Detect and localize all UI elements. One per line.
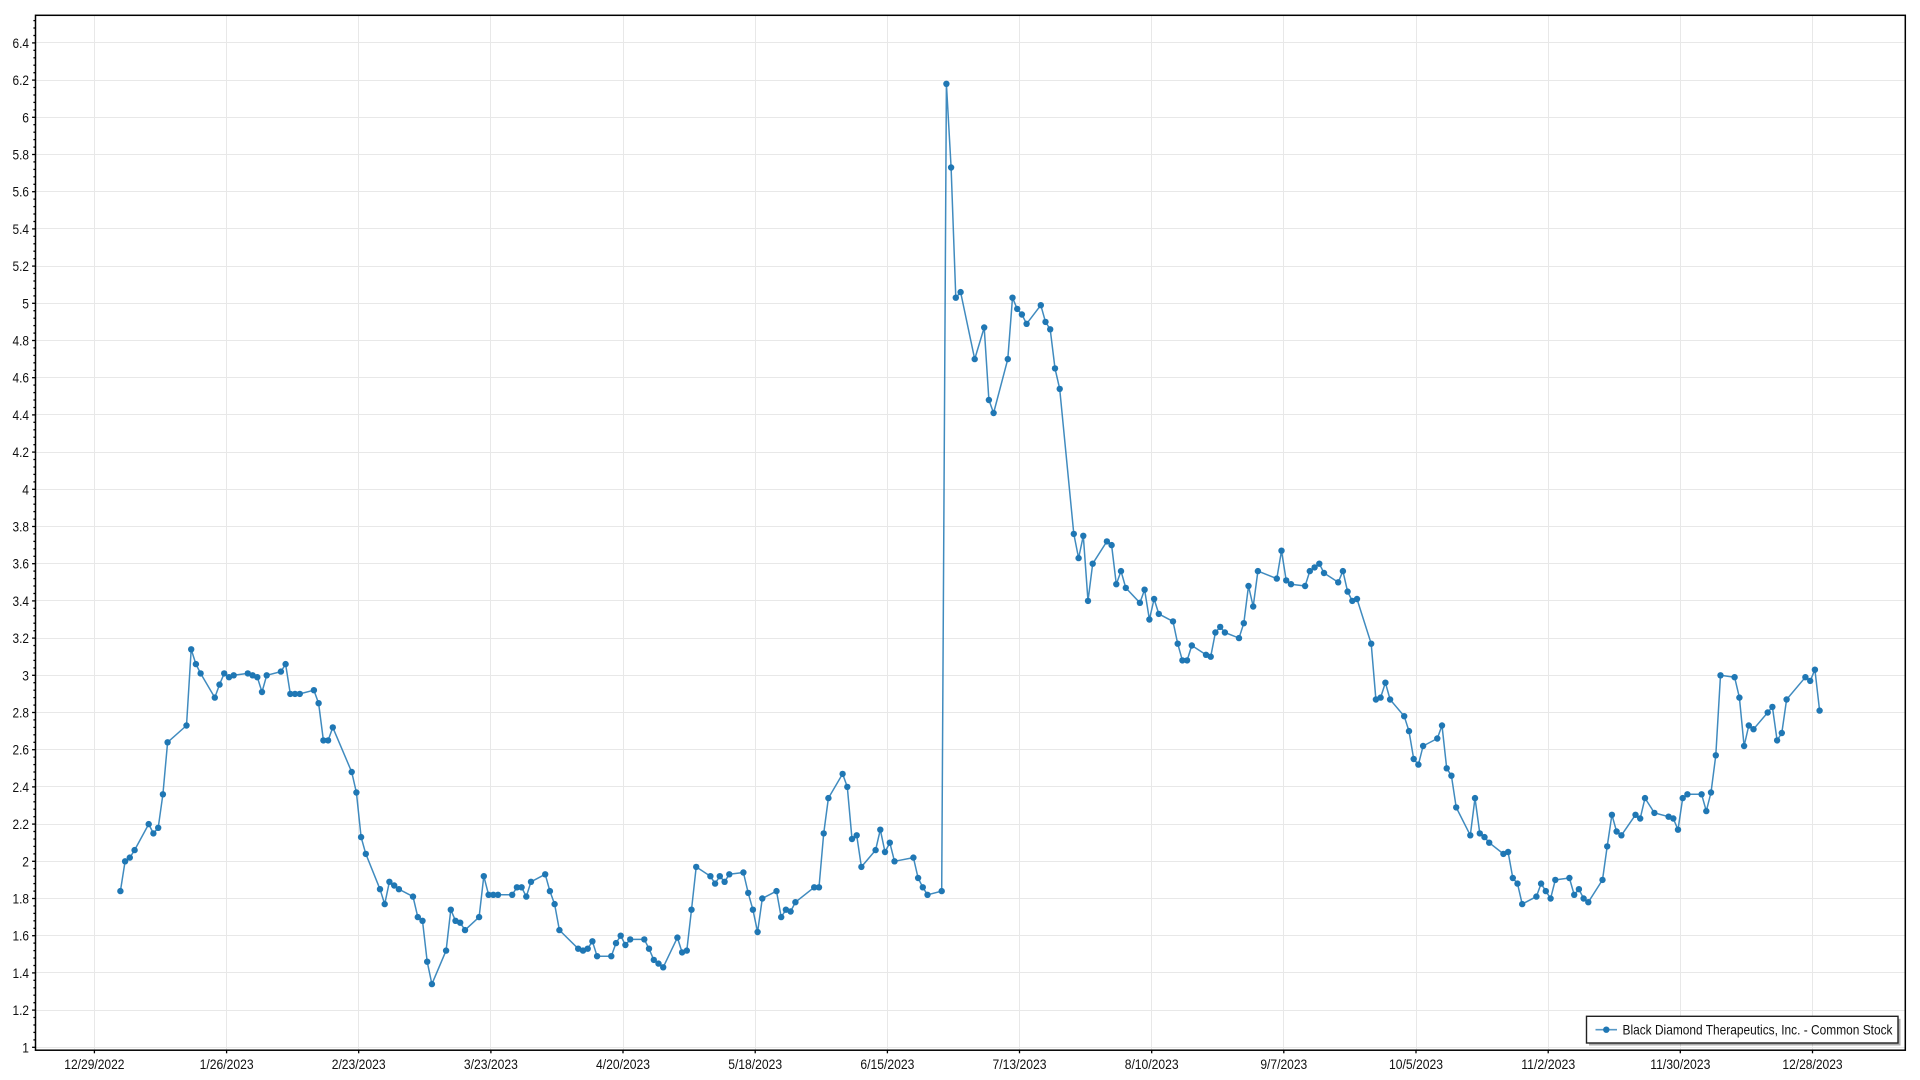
svg-text:1/26/2023: 1/26/2023 <box>200 1056 254 1072</box>
svg-text:2/23/2023: 2/23/2023 <box>332 1056 386 1072</box>
svg-text:1: 1 <box>22 1039 29 1055</box>
svg-text:1.2: 1.2 <box>13 1002 30 1018</box>
svg-text:3: 3 <box>22 667 29 683</box>
svg-text:3.4: 3.4 <box>13 593 30 609</box>
svg-text:2.4: 2.4 <box>13 779 30 795</box>
svg-text:2.2: 2.2 <box>13 816 30 832</box>
svg-text:4.2: 4.2 <box>13 444 30 460</box>
svg-text:4.6: 4.6 <box>13 370 30 386</box>
svg-text:9/7/2023: 9/7/2023 <box>1260 1056 1307 1072</box>
svg-text:3/23/2023: 3/23/2023 <box>464 1056 518 1072</box>
svg-text:11/30/2023: 11/30/2023 <box>1650 1056 1710 1072</box>
svg-text:8/10/2023: 8/10/2023 <box>1125 1056 1179 1072</box>
svg-text:5: 5 <box>22 295 29 311</box>
svg-text:1.4: 1.4 <box>13 965 30 981</box>
svg-text:Black Diamond Therapeutics, In: Black Diamond Therapeutics, Inc. - Commo… <box>1623 1022 1894 1038</box>
svg-text:12/29/2022: 12/29/2022 <box>64 1056 124 1072</box>
svg-text:5.8: 5.8 <box>13 147 30 163</box>
svg-text:5.2: 5.2 <box>13 258 30 274</box>
svg-text:6: 6 <box>22 109 29 125</box>
svg-text:5.6: 5.6 <box>13 184 30 200</box>
svg-text:3.2: 3.2 <box>13 630 30 646</box>
svg-text:4/20/2023: 4/20/2023 <box>596 1056 650 1072</box>
svg-text:6/15/2023: 6/15/2023 <box>860 1056 914 1072</box>
svg-text:3.6: 3.6 <box>13 556 30 572</box>
svg-text:3.8: 3.8 <box>13 519 30 535</box>
svg-text:2: 2 <box>22 853 29 869</box>
svg-text:6.2: 6.2 <box>13 72 30 88</box>
svg-text:2.8: 2.8 <box>13 705 30 721</box>
svg-text:10/5/2023: 10/5/2023 <box>1389 1056 1443 1072</box>
svg-text:11/2/2023: 11/2/2023 <box>1521 1056 1575 1072</box>
svg-text:4.4: 4.4 <box>13 407 30 423</box>
svg-text:1.8: 1.8 <box>13 891 30 907</box>
svg-text:2.6: 2.6 <box>13 742 30 758</box>
svg-text:4: 4 <box>22 481 29 497</box>
svg-text:12/28/2023: 12/28/2023 <box>1782 1056 1842 1072</box>
svg-text:4.8: 4.8 <box>13 333 30 349</box>
svg-text:6.4: 6.4 <box>13 35 30 51</box>
svg-text:5/18/2023: 5/18/2023 <box>728 1056 782 1072</box>
svg-text:7/13/2023: 7/13/2023 <box>993 1056 1047 1072</box>
svg-text:1.6: 1.6 <box>13 928 30 944</box>
svg-text:5.4: 5.4 <box>13 221 30 237</box>
